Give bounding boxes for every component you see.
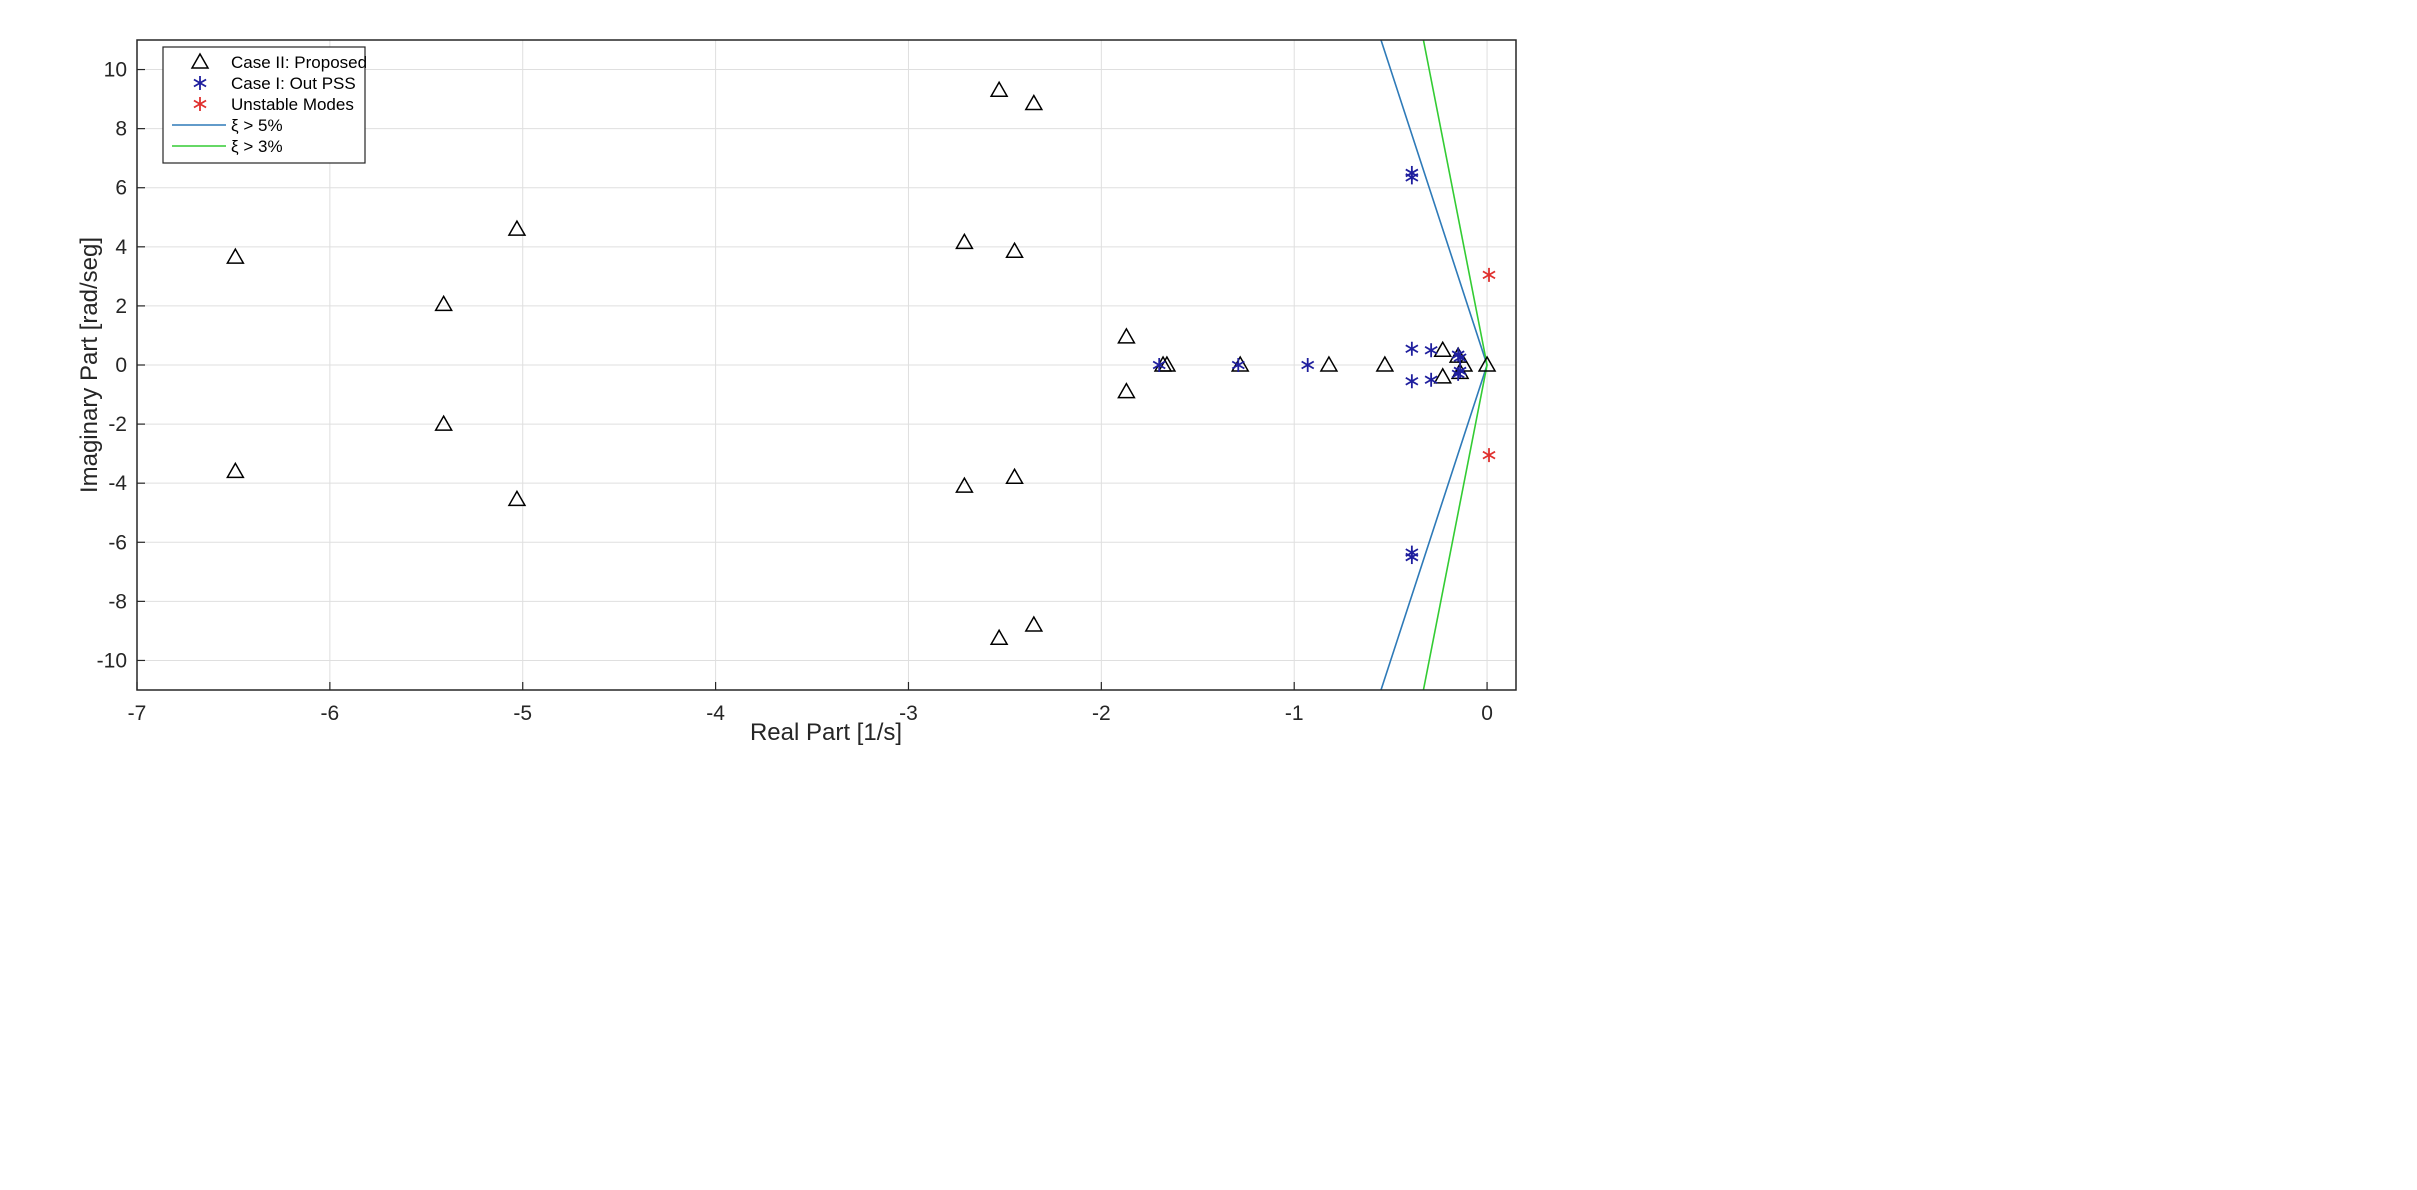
out-pss-pole-point	[1405, 550, 1419, 565]
y-tick-label: -2	[108, 413, 127, 436]
out-pss-pole-point	[1152, 358, 1166, 372]
y-tick-label: -8	[108, 590, 127, 613]
grid-lines	[136, 40, 1516, 690]
legend-label: ξ > 5%	[231, 116, 283, 135]
y-axis-label: Imaginary Part [rad/seg]	[76, 237, 103, 493]
out-pss-pole-point	[1424, 372, 1438, 387]
x-tick-label: -5	[513, 702, 532, 725]
x-axis-label: Real Part [1/s]	[750, 719, 902, 746]
out-pss-pole-point	[1405, 374, 1419, 389]
proposed-pole-point	[1477, 355, 1497, 372]
x-tick-label: -1	[1285, 702, 1304, 725]
damping-line	[1422, 364, 1488, 690]
out-pss-pole-point	[1301, 358, 1315, 372]
y-tick-label: 0	[115, 354, 127, 377]
proposed-pole-point	[434, 294, 453, 312]
proposed-pole-point	[1024, 94, 1044, 111]
out-pss-pole-point	[1405, 170, 1419, 185]
proposed-pole-point	[226, 247, 245, 264]
proposed-pole-point	[1375, 355, 1395, 372]
proposed-pole-point	[1024, 615, 1044, 632]
out-pss-pole-point	[1231, 358, 1245, 372]
proposed-pole-point	[226, 461, 245, 479]
legend-label: Unstable Modes	[231, 95, 354, 114]
damping-line	[1422, 40, 1488, 366]
x-tick-label: -2	[1092, 702, 1111, 725]
unstable-mode-point	[1482, 267, 1496, 282]
legend: Case II: Proposed Case I: Out PSS Unstable…	[162, 46, 367, 164]
y-tick-label: -10	[97, 649, 127, 672]
proposed-pole-point	[955, 476, 974, 493]
out-pss-pole-point	[1453, 350, 1467, 365]
proposed-pole-point	[989, 628, 1009, 646]
proposed-pole-point	[1117, 327, 1136, 344]
proposed-pole-point	[1005, 241, 1024, 258]
x-tick-label: -6	[321, 702, 340, 725]
x-tick-label: -7	[128, 702, 147, 725]
y-tick-label: -6	[108, 531, 127, 554]
y-tick-label: -4	[108, 472, 127, 495]
legend-triangle-icon	[190, 52, 210, 69]
unstable-mode-point	[1482, 448, 1496, 463]
legend-asterisk-icon	[193, 76, 207, 90]
out-pss-pole-point	[1424, 343, 1438, 358]
proposed-pole-point	[989, 80, 1009, 97]
proposed-pole-point	[434, 414, 453, 431]
damping-line	[1380, 40, 1488, 366]
proposed-pole-point	[1433, 367, 1453, 384]
y-tick-label: 6	[115, 177, 127, 200]
y-tick-label: 4	[115, 236, 127, 259]
plot-data	[226, 40, 1497, 690]
legend-label: ξ > 3%	[231, 137, 283, 156]
proposed-pole-point	[1005, 467, 1024, 485]
proposed-pole-point	[507, 489, 527, 507]
out-pss-pole-point	[1453, 363, 1467, 378]
proposed-pole-point	[955, 232, 974, 250]
proposed-pole-point	[1117, 382, 1136, 399]
legend-asterisk-icon	[193, 97, 207, 111]
damping-line	[1380, 364, 1488, 690]
proposed-pole-point	[507, 219, 527, 236]
out-pss-pole-point	[1405, 341, 1419, 356]
x-tick-label: 0	[1481, 702, 1493, 725]
proposed-pole-point	[1319, 355, 1339, 372]
legend-label: Case II: Proposed	[231, 53, 367, 72]
proposed-pole-point	[1433, 340, 1453, 357]
x-tick-label: -4	[706, 702, 725, 725]
y-tick-label: 8	[115, 118, 127, 141]
x-tick-label: -3	[899, 702, 918, 725]
proposed-pole-point	[1157, 355, 1177, 372]
legend-label: Case I: Out PSS	[231, 74, 356, 93]
y-tick-label: 2	[115, 295, 127, 318]
y-tick-label: 10	[104, 59, 127, 82]
